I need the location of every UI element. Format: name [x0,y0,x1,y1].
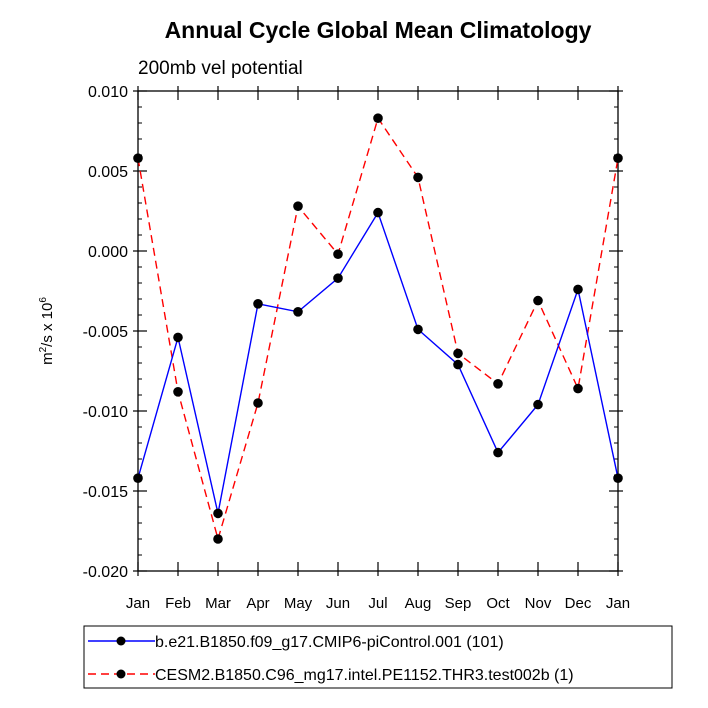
x-tick-label: Sep [445,595,472,612]
y-tick-labels: 0.010 0.005 0.000 -0.005 -0.010 -0.015 -0.020 [83,84,128,581]
y-tick-label: 0.010 [88,84,128,101]
series-1-point [133,473,143,484]
x-tick-label: Jun [326,595,350,612]
y-axis-label-mid: /s x 10 [39,303,56,347]
y-tick-label: -0.010 [83,404,128,421]
series-2-point [213,534,223,544]
legend-box [83,625,673,689]
series-1-point [293,307,303,317]
x-tick-label: Jan [126,595,150,612]
y-tick-label: 0.005 [88,164,128,181]
series-2-point [573,383,583,394]
series-1-point [613,473,623,484]
x-tick-label: Mar [205,595,231,612]
series-2-point [613,153,623,163]
series-2-point [253,398,263,408]
series-2-point [453,348,463,359]
series-1-point [373,207,383,218]
series-1-point [493,447,503,458]
series-2-point [533,295,543,306]
x-tick-label: Jul [368,595,387,612]
x-tick-label: Nov [525,595,552,612]
chart-title: Annual Cycle Global Mean Climatology [165,17,592,43]
x-tick-label: May [284,595,313,612]
axis-ticks [133,86,623,576]
series-1-point [333,273,343,284]
series-2-point [133,153,143,163]
x-tick-labels: Jan Feb Mar Apr May Jun Jul Aug Sep Oct Nov Dec Jan [126,595,630,612]
series-layer [133,113,623,544]
x-tick-label: Jan [606,595,630,612]
y-tick-label: -0.015 [83,484,128,501]
series-2-point [173,387,183,397]
y-axis-label: m2/s x 106 [38,297,56,365]
chart-subtitle: 200mb vel potential [138,58,303,79]
x-tick-label: Aug [405,595,432,612]
series-2-point [293,201,303,211]
series-2-point [373,113,383,123]
series-1-point [453,359,463,370]
series-1-point [413,324,423,335]
x-tick-label: Apr [246,595,269,612]
series-2-point [493,379,503,389]
series-1-point [573,284,583,295]
svg-text:m2/s x 106: m2/s x 106 [38,297,56,365]
y-axis-label-base: m [39,352,56,365]
y-tick-label: -0.005 [83,324,128,341]
series-1-point [253,299,263,309]
y-tick-label: -0.020 [83,564,128,581]
y-axis-label-sup1: 2 [38,346,49,352]
series-1-point [173,332,183,343]
y-axis-label-sup2: 6 [38,297,49,303]
legend-label-series-2: CESM2.B1850.C96_mg17.intel.PE1152.THR3.t… [155,667,574,684]
y-tick-label: 0.000 [88,244,128,261]
series-2-point [413,172,423,183]
x-tick-label: Dec [565,595,592,612]
plot-frame [137,90,619,572]
x-tick-label: Feb [165,595,191,612]
legend-marker-series-2 [116,669,126,679]
series-1-line [137,210,619,514]
series-1-point [533,399,543,410]
legend-label-series-1: b.e21.B1850.f09_g17.CMIP6-piControl.001 … [155,634,504,651]
series-1-point [213,508,223,519]
x-tick-label: Oct [486,595,510,612]
legend-marker-series-1 [116,636,126,646]
series-2-point [333,249,343,259]
legend: b.e21.B1850.f09_g17.CMIP6-piControl.001 … [83,625,673,689]
